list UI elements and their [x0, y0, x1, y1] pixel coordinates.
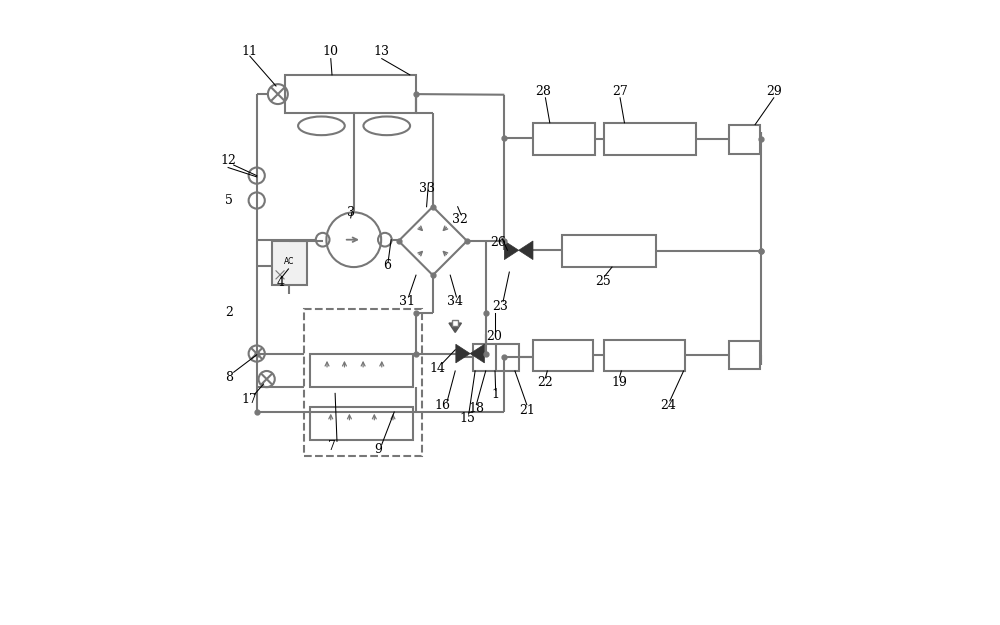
Text: 10: 10	[323, 44, 339, 58]
Polygon shape	[449, 323, 461, 332]
Bar	[533, 340, 593, 371]
Text: AC: AC	[284, 257, 294, 266]
Text: 23: 23	[492, 300, 508, 312]
Polygon shape	[519, 241, 533, 259]
Text: 9: 9	[375, 443, 383, 456]
Bar	[604, 122, 696, 155]
Text: 11: 11	[242, 44, 258, 58]
Text: 20: 20	[486, 329, 502, 342]
Text: 33: 33	[419, 181, 435, 194]
Text: 6: 6	[383, 259, 391, 272]
Bar	[604, 340, 685, 371]
Text: 16: 16	[435, 399, 451, 412]
Text: 19: 19	[612, 376, 627, 389]
Text: 7: 7	[328, 440, 336, 452]
Bar	[272, 241, 307, 284]
Text: 22: 22	[537, 376, 553, 389]
Polygon shape	[456, 344, 470, 363]
Bar	[533, 122, 595, 155]
Bar	[562, 235, 656, 267]
Text: 2: 2	[225, 306, 233, 319]
Text: 24: 24	[660, 399, 676, 412]
Polygon shape	[504, 241, 519, 259]
Text: 13: 13	[374, 44, 390, 58]
Text: 1: 1	[492, 388, 500, 401]
Bar	[310, 407, 413, 440]
Text: 14: 14	[430, 362, 446, 375]
Bar	[729, 341, 760, 369]
Text: 29: 29	[766, 85, 782, 98]
Text: 31: 31	[399, 295, 415, 308]
Bar	[285, 75, 416, 113]
Text: 28: 28	[536, 85, 551, 98]
Text: 25: 25	[595, 275, 611, 288]
Polygon shape	[470, 344, 484, 363]
Bar	[304, 309, 422, 456]
Bar	[729, 124, 760, 154]
Text: 4: 4	[277, 276, 285, 289]
Text: 3: 3	[347, 206, 355, 219]
Bar	[473, 344, 519, 371]
Text: 8: 8	[225, 371, 233, 384]
Text: 5: 5	[225, 194, 233, 207]
Text: 32: 32	[452, 213, 467, 226]
Text: 15: 15	[460, 412, 476, 425]
Text: 12: 12	[220, 154, 236, 166]
Text: 26: 26	[490, 236, 506, 249]
Text: 21: 21	[519, 404, 535, 417]
Bar	[310, 354, 413, 387]
Text: 34: 34	[447, 295, 463, 308]
Text: 17: 17	[242, 393, 258, 406]
Text: 27: 27	[612, 85, 628, 98]
Text: 18: 18	[468, 402, 484, 416]
